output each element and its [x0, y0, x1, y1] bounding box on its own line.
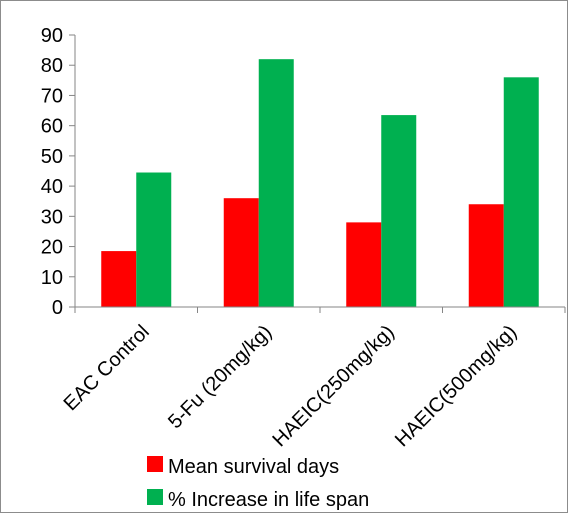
category-label: HAEIC(250mg/kg): [268, 321, 398, 451]
y-tick-label: 50: [41, 146, 63, 168]
bar-increase-life-span: [381, 115, 417, 307]
bar-mean-survival-days: [101, 251, 137, 307]
bar-mean-survival-days: [223, 198, 259, 307]
bar-increase-life-span: [136, 172, 172, 307]
y-tick-label: 70: [41, 85, 63, 107]
y-tick-label: 90: [41, 25, 63, 47]
bar-mean-survival-days: [346, 222, 382, 307]
legend-label: Mean survival days: [168, 456, 339, 478]
category-label: EAC Control: [60, 321, 154, 415]
legend-swatch: [147, 489, 163, 505]
y-tick-label: 0: [52, 297, 63, 319]
y-tick-label: 80: [41, 55, 63, 77]
y-tick-label: 20: [41, 237, 63, 259]
bar-increase-life-span: [503, 77, 539, 307]
y-tick-label: 40: [41, 176, 63, 198]
category-label: 5-Fu (20mg/kg): [164, 321, 276, 433]
bar-increase-life-span: [258, 59, 294, 307]
category-label: HAEIC(500mg/kg): [391, 321, 521, 451]
legend-swatch: [147, 456, 163, 472]
legend-label: % Increase in life span: [168, 489, 369, 511]
y-tick-label: 30: [41, 206, 63, 228]
bar-mean-survival-days: [468, 204, 504, 307]
y-tick-label: 10: [41, 267, 63, 289]
y-tick-label: 60: [41, 116, 63, 138]
